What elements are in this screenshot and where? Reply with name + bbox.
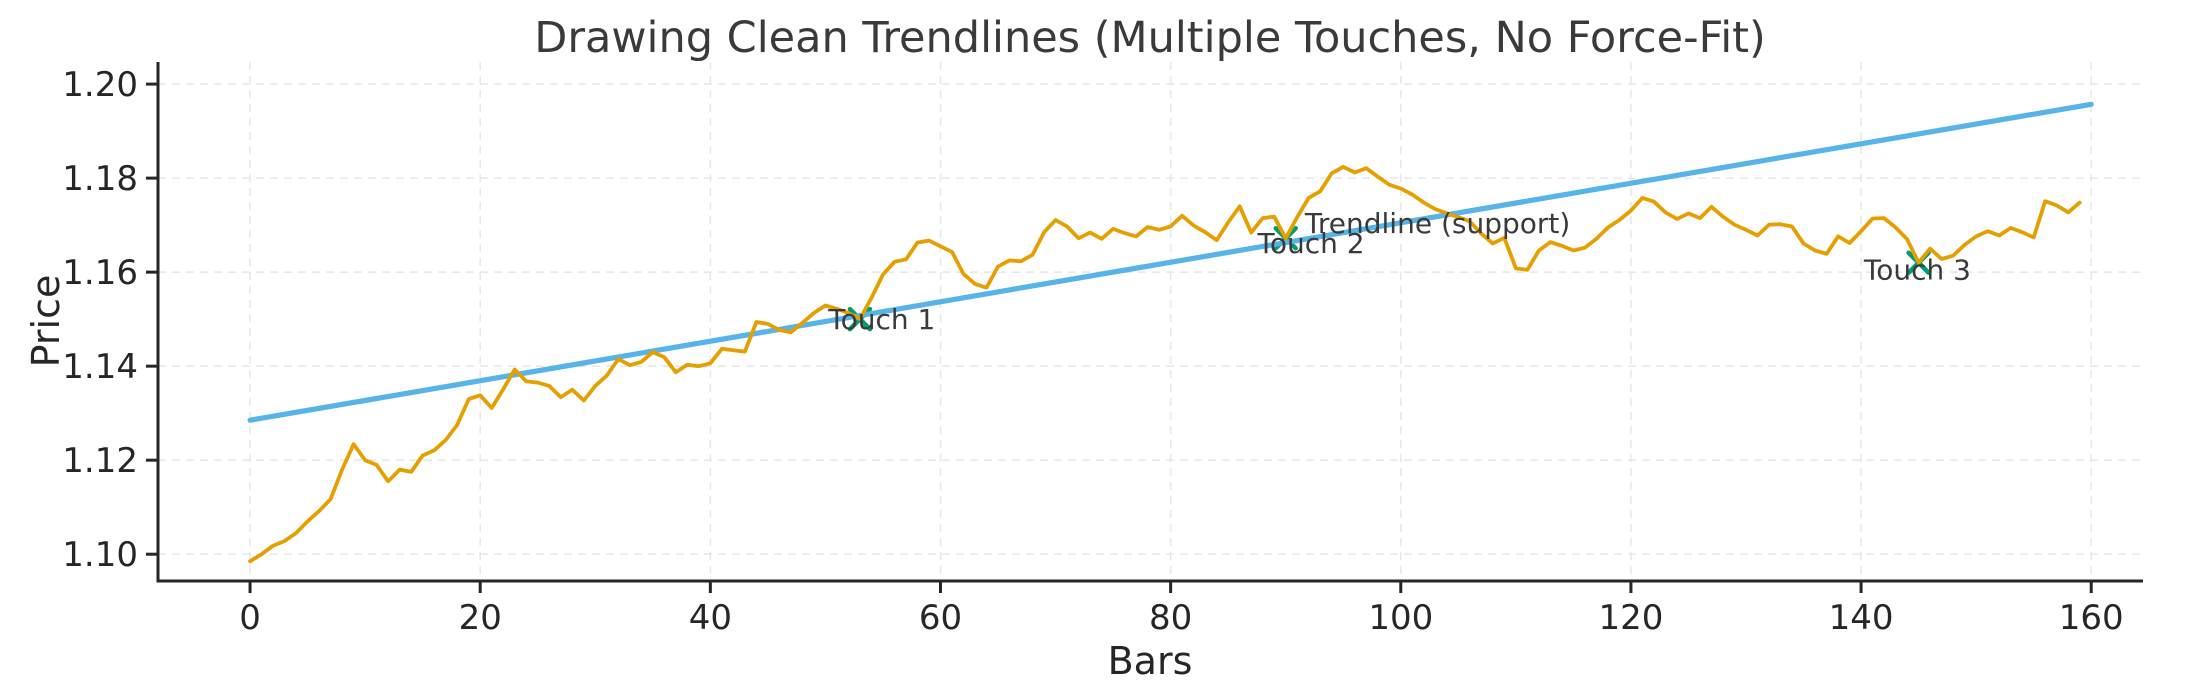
axis-ticks bbox=[146, 82, 2093, 593]
svg-text:1.10: 1.10 bbox=[62, 535, 138, 575]
price-series bbox=[248, 164, 2082, 564]
svg-text:Touch 1: Touch 1 bbox=[827, 303, 935, 336]
svg-text:140: 140 bbox=[1829, 598, 1894, 638]
svg-text:Touch 2: Touch 2 bbox=[1256, 227, 1364, 260]
svg-text:20: 20 bbox=[459, 598, 502, 638]
svg-text:1.20: 1.20 bbox=[62, 65, 138, 105]
svg-text:40: 40 bbox=[689, 598, 732, 638]
svg-text:60: 60 bbox=[919, 598, 962, 638]
svg-text:1.14: 1.14 bbox=[62, 347, 138, 387]
svg-text:160: 160 bbox=[2059, 598, 2124, 638]
svg-text:80: 80 bbox=[1149, 598, 1192, 638]
svg-text:100: 100 bbox=[1368, 598, 1433, 638]
x-tick-labels: 0 20 40 60 80 100 120 140 160 bbox=[239, 598, 2123, 638]
grid-lines bbox=[158, 62, 2143, 581]
svg-text:0: 0 bbox=[239, 598, 261, 638]
svg-text:1.18: 1.18 bbox=[62, 159, 138, 199]
svg-text:Trendline (support): Trendline (support) bbox=[1304, 207, 1570, 240]
svg-text:120: 120 bbox=[1598, 598, 1663, 638]
trendline-series bbox=[247, 101, 2094, 423]
svg-text:1.12: 1.12 bbox=[62, 441, 138, 481]
svg-text:1.16: 1.16 bbox=[62, 253, 138, 293]
y-tick-labels: 1.10 1.12 1.14 1.16 1.18 1.20 bbox=[62, 65, 138, 575]
svg-text:Touch 3: Touch 3 bbox=[1863, 253, 1971, 286]
touch-markers bbox=[847, 226, 1931, 332]
y-axis-label: Price bbox=[24, 274, 68, 368]
axis-spines bbox=[156, 62, 2143, 583]
x-axis-label: Bars bbox=[1107, 639, 1193, 683]
chart-title: Drawing Clean Trendlines (Multiple Touch… bbox=[534, 13, 1766, 63]
